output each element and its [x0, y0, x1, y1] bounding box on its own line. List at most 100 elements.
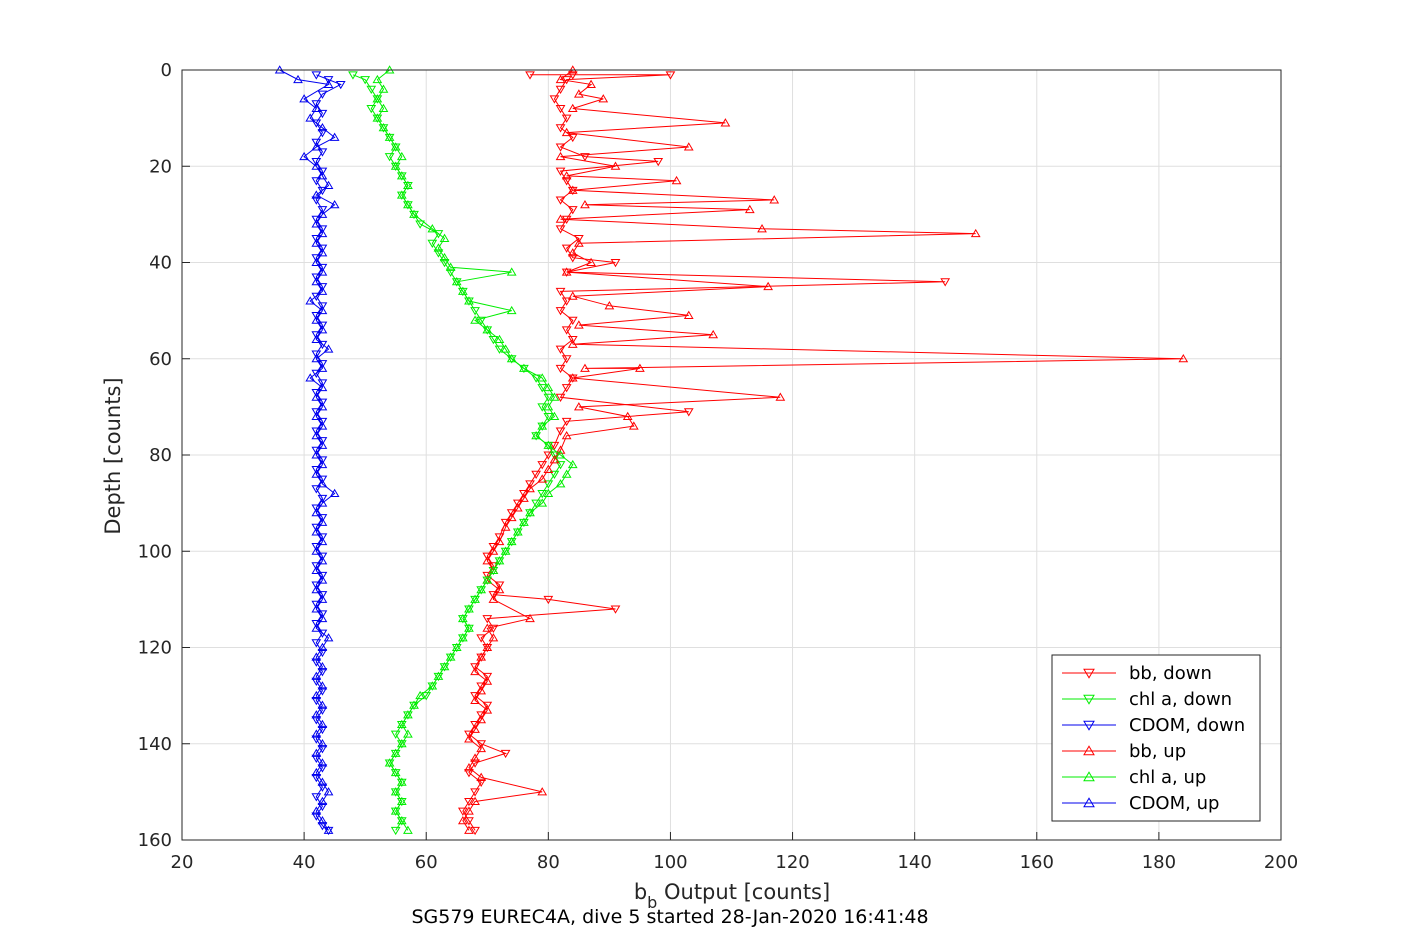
- data-point: [409, 209, 419, 218]
- x-tick-label: 180: [1142, 852, 1176, 873]
- data-point: [488, 546, 499, 555]
- data-point: [311, 138, 322, 147]
- data-point: [537, 490, 548, 499]
- data-point: [561, 469, 572, 478]
- legend-marker: [1083, 668, 1095, 679]
- data-point: [311, 254, 322, 263]
- data-point: [482, 676, 493, 685]
- data-point: [488, 565, 499, 574]
- data-point: [384, 758, 395, 767]
- series-line-bb-up: [462, 69, 1184, 831]
- data-point: [323, 633, 334, 642]
- data-point: [317, 148, 328, 157]
- data-point: [317, 777, 328, 786]
- data-point: [476, 772, 487, 781]
- data-point: [311, 812, 322, 821]
- data-point: [482, 325, 493, 334]
- data-point: [567, 316, 578, 326]
- data-point: [543, 402, 554, 411]
- data-point: [482, 705, 493, 714]
- data-point: [311, 671, 322, 680]
- data-point: [390, 826, 401, 836]
- data-point: [311, 430, 322, 440]
- data-point: [317, 421, 328, 430]
- data-point: [464, 769, 474, 778]
- data-point: [500, 344, 511, 353]
- data-point: [500, 522, 511, 531]
- data-point: [348, 71, 358, 80]
- data-point: [317, 764, 328, 773]
- data-point: [671, 175, 682, 185]
- data-point: [317, 398, 328, 407]
- data-point: [537, 474, 548, 483]
- data-point: [317, 642, 328, 651]
- data-point: [317, 379, 328, 388]
- data-point: [512, 503, 523, 512]
- data-point: [555, 479, 566, 488]
- data-point: [433, 230, 444, 239]
- data-point: [311, 565, 322, 574]
- data-point: [683, 408, 694, 417]
- data-point: [549, 470, 560, 480]
- legend-marker: [1083, 771, 1095, 782]
- data-point: [421, 692, 432, 701]
- data-point: [506, 512, 517, 522]
- data-point: [311, 273, 322, 282]
- data-point: [598, 94, 609, 103]
- data-point: [372, 94, 383, 103]
- data-point: [464, 806, 474, 815]
- data-point: [439, 252, 450, 262]
- data-point: [567, 206, 578, 215]
- data-point: [403, 180, 413, 189]
- data-point: [311, 729, 322, 738]
- data-point: [464, 798, 474, 807]
- data-point: [586, 257, 596, 266]
- data-point: [567, 291, 578, 300]
- data-point: [537, 373, 548, 382]
- data-point: [317, 122, 328, 132]
- data-point: [537, 461, 548, 470]
- data-point: [451, 642, 462, 651]
- data-point: [317, 109, 328, 119]
- data-point: [464, 825, 474, 834]
- data-point: [317, 514, 328, 523]
- data-point: [415, 690, 425, 700]
- data-point: [317, 668, 328, 677]
- data-point: [311, 735, 322, 744]
- series-cdom-up: [274, 65, 340, 834]
- data-point: [940, 278, 951, 287]
- data-point: [317, 206, 328, 215]
- data-point: [470, 796, 480, 805]
- data-point: [403, 729, 413, 738]
- data-point: [580, 363, 590, 372]
- data-point: [543, 413, 554, 422]
- data-point: [567, 373, 578, 382]
- data-point: [311, 219, 322, 228]
- data-point: [567, 339, 578, 348]
- data-point: [317, 167, 328, 176]
- data-point: [311, 315, 322, 324]
- data-point: [311, 292, 322, 301]
- data-point: [317, 209, 328, 218]
- data-point: [317, 456, 328, 465]
- data-point: [567, 133, 578, 143]
- data-point: [531, 430, 541, 440]
- data-point: [476, 686, 487, 695]
- data-point: [561, 171, 572, 180]
- data-point: [390, 142, 401, 151]
- data-point: [561, 417, 572, 427]
- data-point: [488, 562, 499, 571]
- data-point: [555, 151, 566, 161]
- data-point: [323, 787, 334, 796]
- data-point: [482, 672, 493, 682]
- data-point: [378, 84, 389, 93]
- data-point: [500, 518, 511, 528]
- data-point: [317, 305, 328, 315]
- legend-label: bb, up: [1129, 741, 1186, 762]
- data-point: [311, 350, 322, 359]
- data-point: [494, 581, 505, 590]
- data-point: [317, 796, 328, 805]
- data-point: [470, 315, 480, 324]
- data-point: [543, 440, 554, 449]
- data-point: [567, 459, 578, 469]
